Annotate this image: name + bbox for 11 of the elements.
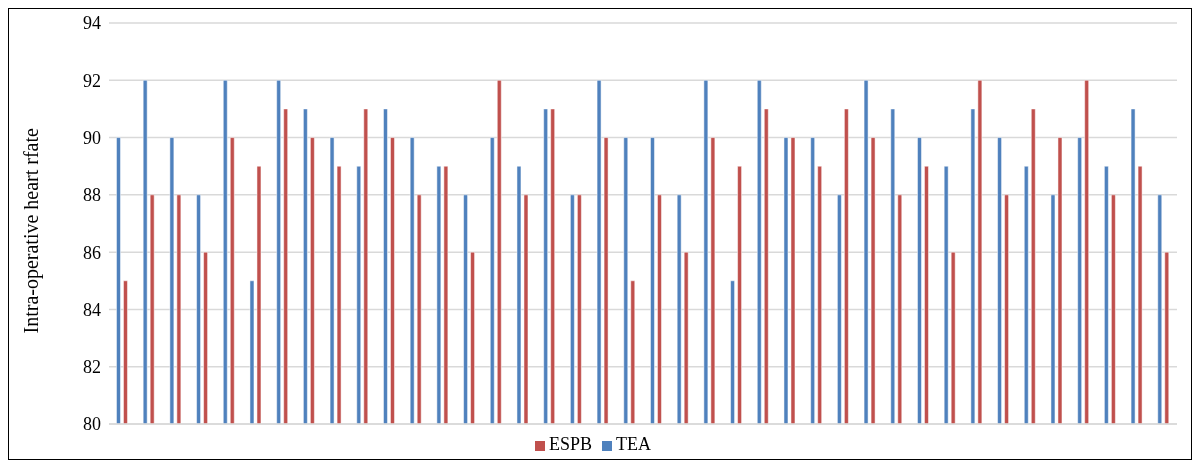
y-tick-label: 90	[83, 127, 101, 148]
y-tick-label: 88	[83, 185, 101, 206]
y-tick-label: 80	[83, 414, 101, 435]
y-axis-title: Intra-operative heart rfate	[20, 127, 44, 334]
y-tick-label: 92	[83, 70, 101, 91]
y-tick-label: 84	[83, 299, 101, 320]
y-tick-label: 86	[83, 242, 101, 263]
y-tick-label: 94	[83, 13, 101, 34]
legend-label: ESPB	[548, 434, 593, 454]
legend-label: TEA	[616, 434, 652, 454]
y-tick-label: 82	[83, 357, 101, 378]
